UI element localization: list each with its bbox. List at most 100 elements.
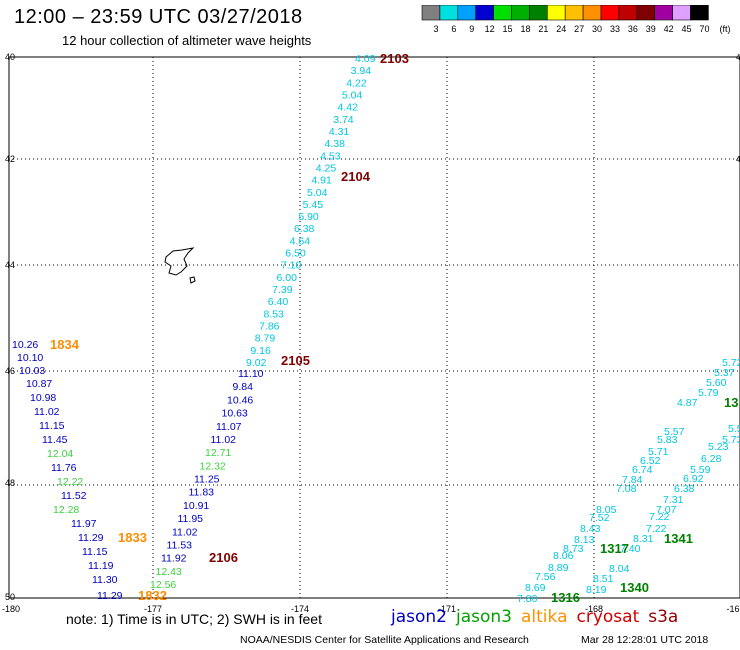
swh-value: 6.38 [294,223,315,235]
swh-value: 8.31 [633,533,654,545]
swh-value: 5.23 [708,441,729,453]
swh-value: 5.72 [722,357,740,369]
swh-value: 10.87 [26,378,52,390]
swh-value: 5.04 [307,187,328,199]
swh-value: 10.46 [227,394,253,406]
lon-tick-label: -180 [2,604,20,614]
pass-time-label: 2105 [281,353,310,368]
colorbar-label: 9 [469,24,474,34]
swh-value: 5.04 [342,89,363,101]
swh-value: 5.5 [728,423,740,435]
swh-value: 7.39 [272,284,293,296]
swh-value: 10.63 [222,408,248,420]
swh-value: 9.84 [233,381,254,393]
swh-value: 7.07 [656,504,677,516]
swh-value: 11.92 [161,553,187,565]
swh-value: 12.71 [205,447,231,459]
swh-value: 4.25 [316,162,337,174]
swh-value: 5.73 [722,434,740,446]
swh-value: 4.42 [338,102,359,114]
swh-value: 3.94 [351,65,372,77]
swh-value: 11.25 [194,474,220,486]
swh-value: 7.56 [535,571,556,583]
swh-value: 12.32 [200,460,226,472]
swh-value: 5.60 [706,377,727,389]
pass-time-label: 1834 [50,337,80,352]
legend-item-altika: altika [521,607,568,627]
lon-tick-label: -16 [726,604,739,614]
colorbar-label: 3 [433,24,438,34]
swh-value: 11.29 [78,532,104,544]
colorbar-label: 42 [664,24,674,34]
swh-value: 11.83 [189,487,215,499]
colorbar-label: 18 [520,24,530,34]
colorbar-label: 27 [574,24,584,34]
swh-value: 9.16 [250,345,271,357]
swh-value: 8.04 [609,563,630,575]
legend-item-jason3: jason3 [456,607,512,627]
swh-value: 6.40 [268,296,289,308]
swh-value: 10.91 [183,500,209,512]
map-title: 12:00 – 23:59 UTC 03/27/2018 [14,6,303,28]
lat-tick-label-right: 4 [736,155,740,164]
islet-outline [189,276,196,284]
legend-item-cryosat: cryosat [576,607,640,627]
notes-text: note: 1) Time is in UTC; 2) SWH is in fe… [66,611,322,627]
swh-value: 5.59 [690,464,711,476]
colorbar-label: 70 [699,24,709,34]
lat-tick-label-right: 4 [736,53,740,62]
lon-tick-label: -174 [291,604,309,614]
island-outline [164,247,195,276]
swh-value: 5.57 [664,426,685,438]
swh-value: 4.87 [677,397,698,409]
colorbar-label: 39 [646,24,656,34]
swh-value: 11.02 [211,434,237,446]
swh-value: 7.22 [646,523,667,535]
lat-tick-label: 50 [5,592,15,602]
swh-value: 11.76 [51,462,77,474]
swh-value: 12.43 [156,566,182,578]
swh-value: 11.15 [39,420,65,432]
swh-value: 8.69 [525,582,546,594]
credit-text: NOAA/NESDIS Center for Satellite Applica… [240,634,529,646]
lat-tick-label: 44 [5,260,15,270]
swh-value: 12.28 [53,504,79,516]
swh-value: 11.29 [97,590,123,602]
swh-value: 5.90 [298,211,319,223]
swh-value: 5.45 [303,199,324,211]
swh-value: 11.97 [71,518,97,530]
swh-value: 11.53 [167,539,193,551]
swh-value: 12.04 [47,448,73,460]
pass-time-label: 1341 [664,531,693,546]
colorbar-label: 30 [592,24,602,34]
swh-value: 4.09 [355,53,376,65]
map-subtitle: 12 hour collection of altimeter wave hei… [62,33,312,48]
swh-value: 4.64 [290,235,311,247]
swh-value: 7.84 [622,474,643,486]
swh-value: 3.74 [333,114,354,126]
lat-tick-label: 40 [5,52,15,62]
satellite-legend: jason2 jason3 altika cryosat s3a [391,607,687,627]
swh-value: 11.95 [178,513,204,525]
swh-value: 7.08 [616,483,637,495]
pass-time-label: 2104 [341,169,371,184]
colorbar-label: 33 [610,24,620,34]
pass-time-label: 1833 [118,530,147,545]
swh-value: 4.91 [311,175,332,187]
colorbar-label: 12 [485,24,495,34]
lat-tick-label: 46 [5,366,15,376]
swh-value: 6.50 [285,248,306,260]
swh-value: 6.92 [683,473,704,485]
swh-value: 7.40 [620,543,641,555]
swh-value: 11.45 [42,434,68,446]
swh-value: 12.56 [150,579,176,591]
colorbar-label: 36 [628,24,638,34]
swh-value: 4.53 [320,150,341,162]
swh-value: 6.00 [277,272,298,284]
swh-value: 8.79 [255,333,276,345]
swh-value: 7.86 [259,321,280,333]
swh-value: 6.74 [632,464,653,476]
legend-item-jason2: jason2 [391,607,447,627]
map-frame [8,56,740,599]
